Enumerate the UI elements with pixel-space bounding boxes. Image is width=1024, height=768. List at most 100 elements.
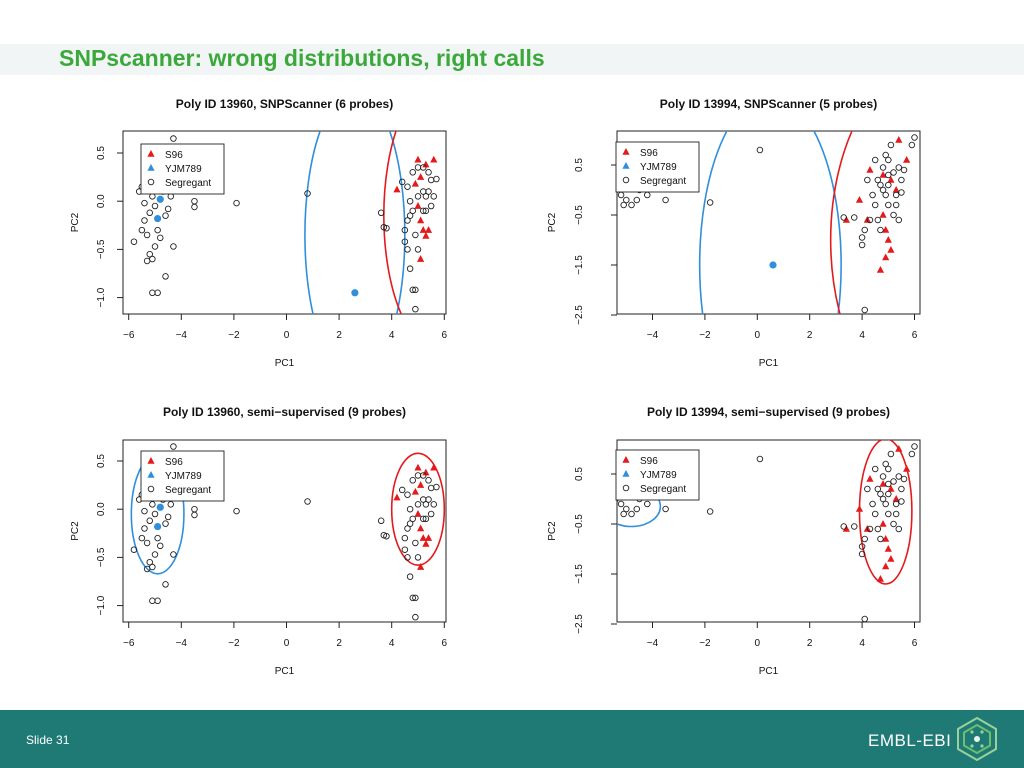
s96-point bbox=[417, 481, 425, 488]
y-axis-label: PC2 bbox=[547, 521, 558, 541]
segregant-point bbox=[850, 214, 858, 221]
s96-point bbox=[882, 562, 890, 570]
blue-cluster-ellipse bbox=[698, 131, 842, 314]
s96-point bbox=[887, 176, 895, 183]
s96-point bbox=[393, 493, 401, 501]
segregant-point bbox=[644, 500, 651, 508]
segregant-point bbox=[885, 490, 892, 498]
s96-point bbox=[876, 266, 885, 273]
title-bar bbox=[0, 44, 1024, 75]
yjm789-point bbox=[351, 289, 359, 297]
segregant-point bbox=[233, 507, 240, 515]
yjm789-point bbox=[156, 503, 164, 511]
y-tick-label: −0.5 bbox=[96, 239, 107, 259]
legend-entry-label: Segregant bbox=[165, 485, 211, 496]
segregant-point bbox=[895, 525, 903, 533]
legend-entry-label: S96 bbox=[165, 150, 183, 161]
y-tick-label: −1.5 bbox=[574, 564, 585, 584]
segregant-point bbox=[404, 217, 411, 224]
y-tick-label: −1.5 bbox=[574, 255, 585, 275]
segregant-point bbox=[191, 505, 198, 513]
segregant-point bbox=[157, 234, 164, 242]
segregant-point bbox=[858, 543, 866, 550]
legend-entry-label: YJM789 bbox=[640, 470, 677, 481]
x-tick-label: 0 bbox=[284, 638, 290, 649]
segregant-point bbox=[149, 255, 156, 263]
segregant-point bbox=[874, 485, 882, 493]
segregant-legend-marker bbox=[622, 176, 630, 184]
plot-frame bbox=[122, 439, 447, 623]
segregant-point bbox=[706, 199, 714, 206]
segregant-point bbox=[422, 515, 430, 523]
segregant-point bbox=[908, 450, 916, 458]
y-tick-label: −0.5 bbox=[96, 547, 107, 567]
s96-point bbox=[882, 535, 890, 542]
legend: S96 YJM789 Segregant bbox=[140, 143, 225, 195]
s96-legend-marker bbox=[622, 456, 630, 463]
x-tick-label: 6 bbox=[442, 330, 448, 341]
s96-point bbox=[895, 445, 903, 452]
segregant-point bbox=[154, 597, 161, 605]
segregant-point bbox=[866, 216, 874, 224]
legend-entry-label: Segregant bbox=[165, 178, 211, 189]
segregant-point bbox=[425, 188, 432, 195]
segregant-point bbox=[662, 505, 669, 513]
chart-title: Poly ID 13960, semi−supervised (9 probes… bbox=[163, 405, 406, 419]
segregant-point bbox=[154, 534, 161, 542]
brand-name: EMBL-EBI bbox=[868, 731, 952, 750]
s96-point bbox=[887, 555, 895, 562]
segregant-point bbox=[864, 176, 871, 184]
segregant-point bbox=[756, 146, 764, 154]
segregant-point bbox=[404, 554, 411, 561]
s96-point bbox=[424, 534, 433, 541]
y-tick-label: 0.5 bbox=[96, 146, 107, 160]
s96-point bbox=[419, 534, 427, 541]
segregant-point bbox=[425, 496, 432, 503]
x-axis-label: PC1 bbox=[275, 666, 295, 677]
segregant-point bbox=[623, 505, 630, 513]
s96-point bbox=[879, 520, 887, 527]
segregant-point bbox=[414, 472, 422, 479]
s96-point bbox=[422, 539, 430, 547]
s96-point bbox=[419, 226, 427, 233]
yjm789-point bbox=[156, 195, 164, 203]
segregant-point bbox=[157, 542, 164, 550]
x-tick-label: 0 bbox=[284, 330, 290, 341]
segregant-point bbox=[406, 197, 414, 205]
segregant-point bbox=[141, 525, 148, 532]
segregant-point bbox=[885, 181, 892, 189]
s96-point bbox=[887, 485, 895, 492]
segregant-point bbox=[191, 203, 198, 211]
segregant-point bbox=[164, 205, 172, 213]
segregant-point bbox=[433, 175, 440, 183]
segregant-point bbox=[633, 196, 641, 204]
segregant-point bbox=[892, 510, 900, 518]
y-tick-label: 0.5 bbox=[96, 454, 107, 468]
s96-point bbox=[879, 480, 887, 487]
segregant-point bbox=[633, 505, 641, 513]
segregant-point bbox=[406, 265, 414, 272]
segregant-point bbox=[170, 243, 177, 250]
segregant-point bbox=[412, 286, 419, 294]
segregant-point bbox=[414, 501, 422, 508]
s96-point bbox=[422, 231, 430, 239]
segregant-point bbox=[414, 193, 422, 200]
segregant-point bbox=[877, 535, 884, 543]
segregant-point bbox=[162, 520, 169, 527]
plot-frame bbox=[616, 439, 921, 623]
y-tick-label: 0.0 bbox=[96, 194, 107, 208]
segregant-point bbox=[164, 513, 172, 521]
segregant-point bbox=[911, 443, 918, 450]
segregant-point bbox=[890, 169, 897, 176]
segregant-point bbox=[869, 191, 876, 199]
segregant-point bbox=[401, 238, 409, 245]
s96-point bbox=[414, 463, 422, 471]
s96-point bbox=[866, 166, 874, 173]
segregant-point bbox=[414, 246, 422, 253]
segregant-point bbox=[422, 501, 430, 508]
slide-title: SNPscanner: wrong distributions, right c… bbox=[59, 45, 545, 71]
segregant-point bbox=[892, 201, 900, 209]
segregant-point bbox=[882, 151, 889, 159]
scatter-plots-canvas: Poly ID 13960, SNPScanner (6 probes) −6 −4… bbox=[70, 97, 921, 677]
x-tick-label: 2 bbox=[807, 638, 813, 649]
